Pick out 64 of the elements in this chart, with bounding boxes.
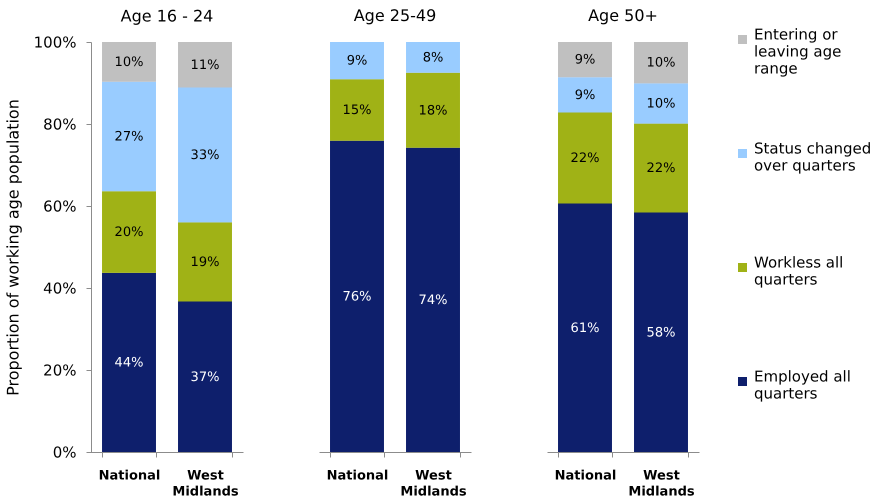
y-tick-label: 100% (34, 34, 76, 52)
legend-label: Employed all quarters (754, 368, 851, 402)
data-label: 9% (574, 52, 596, 68)
bar (330, 140, 384, 452)
legend-label: Workless all quarters (754, 254, 844, 288)
data-label: 22% (646, 161, 676, 176)
chart-title: Age 25-49 (354, 6, 436, 25)
bar (634, 124, 688, 213)
bar (178, 88, 232, 222)
bar (102, 272, 156, 452)
bar (102, 191, 156, 273)
chart-title: Age 16 - 24 (120, 6, 214, 26)
bar (178, 302, 232, 452)
legend-label: Status changed over quarters (754, 140, 872, 174)
data-label: 10% (646, 96, 676, 112)
y-tick-label: 60% (43, 198, 76, 216)
data-label: 15% (342, 103, 372, 118)
bar (330, 79, 384, 141)
bar (178, 42, 232, 88)
bar (330, 42, 384, 80)
data-label: 19% (190, 254, 220, 270)
x-tick-label: National (554, 468, 616, 484)
data-label: 44% (114, 355, 144, 370)
bar (558, 204, 612, 452)
data-label: 8% (422, 50, 444, 66)
x-tick-label: National (98, 468, 160, 484)
data-label: 20% (114, 225, 144, 240)
y-tick-label: 80% (43, 116, 76, 134)
bar (102, 42, 156, 82)
y-axis-title: Proportion of working age population (4, 99, 23, 396)
bar (634, 212, 688, 452)
data-label: 74% (418, 292, 448, 308)
bar (178, 222, 232, 302)
x-tick-label: West Midlands (172, 468, 239, 500)
data-label: 10% (114, 54, 144, 70)
legend-label: Entering or leaving age range (754, 26, 842, 78)
bar (634, 42, 688, 84)
bar (558, 112, 612, 204)
data-label: 58% (646, 325, 676, 340)
data-label: 33% (190, 148, 220, 163)
chart-title: Age 50+ (588, 6, 658, 25)
x-tick-label: National (326, 468, 388, 484)
data-label: 61% (570, 320, 600, 336)
bar (406, 72, 460, 148)
data-label: 18% (418, 103, 448, 118)
x-tick-label: West Midlands (628, 468, 695, 500)
x-tick-label: West Midlands (400, 468, 467, 500)
data-label: 76% (342, 289, 372, 304)
data-label: 11% (190, 58, 220, 73)
bar (406, 148, 460, 452)
bar (102, 82, 156, 192)
y-tick-label: 20% (43, 362, 76, 380)
bar (634, 83, 688, 124)
data-label: 27% (114, 130, 144, 145)
bar (406, 42, 460, 73)
data-label: 37% (190, 370, 220, 385)
bar (558, 77, 612, 113)
y-tick-label: 40% (43, 280, 76, 298)
y-tick-label: 0% (52, 444, 76, 462)
data-label: 22% (570, 151, 600, 166)
data-label: 10% (646, 56, 676, 71)
data-label: 9% (574, 88, 596, 103)
bar (558, 42, 612, 78)
data-label: 9% (346, 54, 368, 69)
